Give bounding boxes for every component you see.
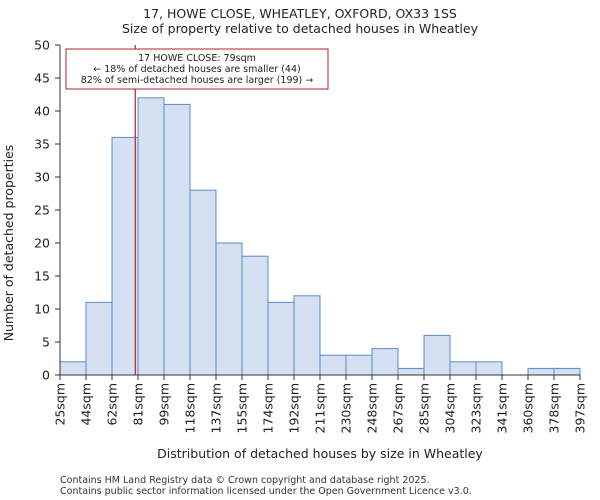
x-tick-label: 323sqm	[469, 383, 484, 433]
annotation-box-frame	[65, 48, 329, 90]
y-tick-label: 10	[34, 302, 50, 317]
x-tick-label: 397sqm	[573, 383, 588, 433]
bar-99sqm	[163, 103, 191, 376]
bar-248sqm	[371, 348, 399, 376]
x-tick-label: 62sqm	[105, 383, 120, 426]
y-tick-label: 50	[34, 38, 50, 53]
x-tick-label: 341sqm	[495, 383, 510, 433]
x-tick-label: 192sqm	[287, 383, 302, 433]
annotation-line-3: 82% of semi-detached houses are larger (…	[81, 75, 314, 86]
x-tick-label: 118sqm	[183, 383, 198, 433]
y-tick-label: 30	[34, 170, 50, 185]
bar-25sqm	[59, 361, 87, 376]
x-tick-label: 155sqm	[235, 383, 250, 433]
y-tick-label: 45	[34, 71, 50, 86]
x-tick-label: 44sqm	[79, 383, 94, 426]
y-tick-label: 40	[34, 104, 50, 119]
annotation-line-1: 17 HOWE CLOSE: 79sqm	[138, 53, 256, 64]
footer-licence: Contains public sector information licen…	[60, 486, 472, 497]
annotation-box: 17 HOWE CLOSE: 79sqm ← 18% of detached h…	[65, 48, 329, 90]
bar-267sqm	[397, 367, 425, 376]
y-tick-label: 15	[34, 269, 50, 284]
bar-174sqm	[267, 301, 295, 376]
bar-323sqm	[475, 361, 503, 376]
bar-304sqm	[449, 361, 477, 376]
y-axis-label: Number of detached properties	[1, 145, 16, 342]
bar-285sqm	[423, 334, 451, 376]
bar-62sqm	[111, 136, 139, 376]
axes-frame	[59, 45, 580, 376]
x-tick-label: 25sqm	[53, 383, 68, 426]
chart-title-address: 17, HOWE CLOSE, WHEATLEY, OXFORD, OX33 1…	[143, 6, 457, 21]
annotation-line-2: ← 18% of detached houses are smaller (44…	[93, 64, 300, 75]
y-axis-ticks: 0 5 10 15 20 25 30 35 40 45 50	[34, 38, 60, 383]
x-tick-label: 99sqm	[157, 383, 172, 426]
bar-155sqm	[241, 255, 269, 376]
y-tick-label: 35	[34, 137, 50, 152]
bar-81sqm	[137, 97, 165, 376]
y-tick-label: 20	[34, 236, 50, 251]
bar-211sqm	[319, 354, 347, 376]
bar-192sqm	[293, 295, 321, 376]
bar-378sqm	[553, 367, 581, 376]
y-tick-label: 0	[42, 368, 50, 383]
x-tick-label: 285sqm	[417, 383, 432, 433]
bar-137sqm	[215, 242, 243, 376]
x-axis-ticks: 25sqm 44sqm 62sqm 81sqm 99sqm 118sqm 137sqm 155…	[53, 375, 588, 433]
chart-title: Size of property relative to detached ho…	[122, 21, 479, 36]
bar-360sqm	[527, 367, 555, 376]
bar-118sqm	[189, 189, 217, 376]
x-tick-label: 378sqm	[547, 383, 562, 433]
x-tick-label: 267sqm	[391, 383, 406, 433]
x-tick-label: 304sqm	[443, 383, 458, 433]
bar-230sqm	[345, 354, 373, 376]
x-tick-label: 211sqm	[313, 383, 328, 433]
x-tick-label: 137sqm	[209, 383, 224, 433]
y-tick-label: 25	[34, 203, 50, 218]
bar-44sqm	[85, 301, 113, 376]
x-tick-label: 174sqm	[261, 383, 276, 433]
x-tick-label: 230sqm	[339, 383, 354, 433]
x-tick-label: 248sqm	[365, 383, 380, 433]
x-tick-label: 81sqm	[131, 383, 146, 426]
y-tick-label: 5	[42, 335, 50, 350]
x-axis-label: Distribution of detached houses by size …	[157, 446, 483, 461]
footer-copyright: Contains HM Land Registry data © Crown c…	[60, 475, 430, 486]
x-tick-label: 360sqm	[521, 383, 536, 433]
bars-group	[59, 97, 581, 376]
